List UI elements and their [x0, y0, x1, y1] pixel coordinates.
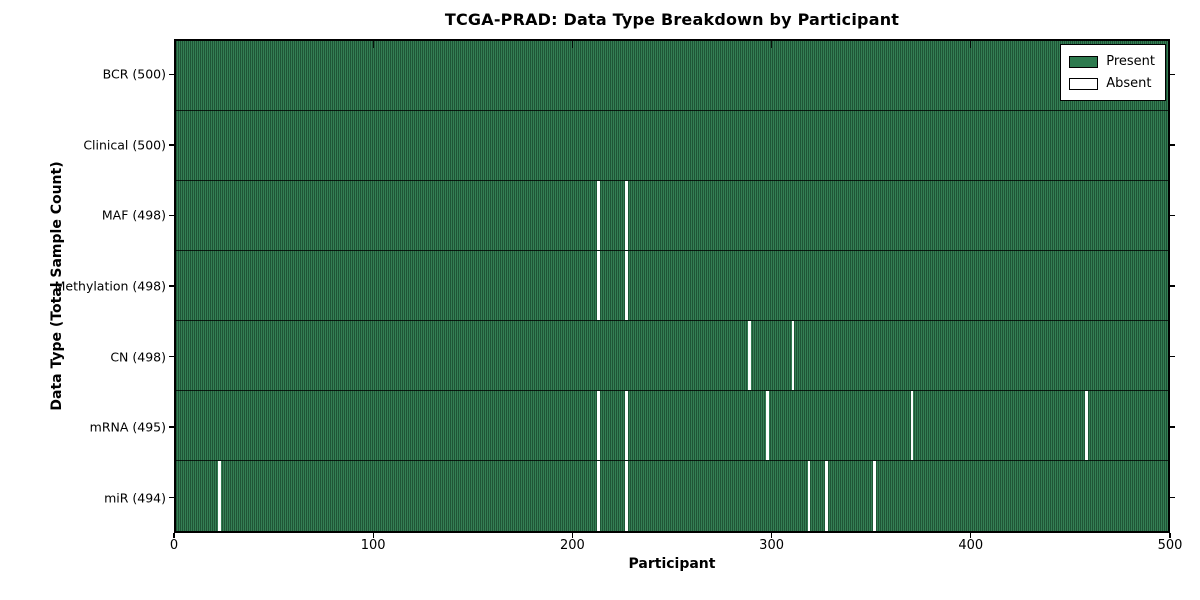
- legend-absent-label: Absent: [1106, 76, 1152, 91]
- absent-marker-mir-352: [873, 461, 876, 531]
- row-label-cn: CN (498): [110, 349, 166, 365]
- data-row-methylation: [176, 251, 1168, 321]
- x-tick-label-200: 200: [559, 538, 585, 553]
- y-tick-right-mir: [1170, 497, 1175, 499]
- data-row-mir: [176, 461, 1168, 531]
- legend-present-swatch: [1069, 55, 1099, 68]
- x-tick-label-300: 300: [759, 538, 784, 553]
- y-tick-right-clinical: [1170, 144, 1175, 146]
- data-row-maf: [176, 181, 1168, 251]
- row-label-mrna: mRNA (495): [89, 419, 166, 435]
- x-tick-label-100: 100: [360, 538, 386, 553]
- plot-area: [174, 39, 1170, 533]
- absent-marker-mrna-213: [597, 391, 600, 460]
- row-label-maf: MAF (498): [101, 207, 166, 223]
- data-row-clinical: [176, 111, 1168, 181]
- x-tick-label-400: 400: [958, 538, 984, 553]
- x-tick-0: [173, 533, 175, 538]
- chart-title: TCGA-PRAD: Data Type Breakdown by Partic…: [444, 10, 900, 29]
- absent-marker-methylation-213: [597, 251, 600, 320]
- data-row-mrna: [176, 391, 1168, 461]
- absent-marker-mrna-371: [910, 391, 914, 460]
- x-tick-500: [1169, 533, 1171, 538]
- absent-marker-mrna-459: [1085, 391, 1088, 460]
- y-tick-right-methylation: [1170, 285, 1175, 287]
- y-tick-right-bcr: [1170, 73, 1175, 75]
- x-tick-top-100: [372, 41, 374, 48]
- legend-absent-swatch: [1069, 77, 1099, 90]
- legend-entry-absent: Absent: [1069, 74, 1155, 93]
- y-tick-left-mrna: [169, 426, 174, 428]
- x-tick-label-0: 0: [169, 538, 179, 553]
- x-tick-top-400: [970, 41, 972, 48]
- y-tick-right-cn: [1170, 355, 1175, 358]
- legend: Present Absent: [1060, 44, 1166, 101]
- y-tick-left-bcr: [169, 73, 174, 75]
- row-label-clinical: Clinical (500): [83, 137, 166, 153]
- x-tick-top-300: [770, 41, 773, 48]
- absent-marker-mir-328: [825, 461, 829, 531]
- absent-marker-mrna-227: [625, 391, 628, 460]
- absent-marker-mir-227: [625, 461, 628, 531]
- x-axis-label: Participant: [628, 556, 716, 572]
- absent-marker-mir-319: [807, 461, 811, 531]
- row-label-methylation: Methylation (498): [54, 278, 166, 294]
- y-tick-right-mrna: [1170, 426, 1175, 428]
- y-tick-left-methylation: [169, 285, 174, 287]
- y-tick-left-maf: [169, 214, 174, 217]
- absent-marker-cn-289: [748, 321, 751, 390]
- legend-entry-present: Present: [1069, 52, 1155, 71]
- row-label-bcr: BCR (500): [102, 66, 166, 82]
- x-tick-top-200: [571, 41, 574, 48]
- absent-marker-mir-213: [597, 461, 600, 531]
- y-tick-left-mir: [169, 497, 174, 499]
- x-tick-400: [970, 533, 972, 538]
- x-tick-200: [571, 533, 574, 538]
- absent-marker-mir-22: [218, 461, 221, 531]
- x-tick-300: [770, 533, 773, 538]
- x-tick-100: [372, 533, 374, 538]
- row-label-mir: miR (494): [104, 490, 166, 506]
- data-row-bcr: [176, 41, 1168, 111]
- absent-marker-cn-311: [791, 321, 795, 390]
- data-row-cn: [176, 321, 1168, 391]
- absent-marker-maf-227: [625, 181, 628, 250]
- y-tick-right-maf: [1170, 214, 1175, 217]
- absent-marker-mrna-298: [765, 391, 769, 460]
- y-tick-left-cn: [169, 355, 174, 358]
- x-tick-label-500: 500: [1157, 538, 1183, 553]
- legend-present-label: Present: [1106, 54, 1155, 69]
- absent-marker-methylation-227: [625, 251, 628, 320]
- absent-marker-maf-213: [597, 181, 600, 250]
- y-tick-left-clinical: [169, 144, 174, 146]
